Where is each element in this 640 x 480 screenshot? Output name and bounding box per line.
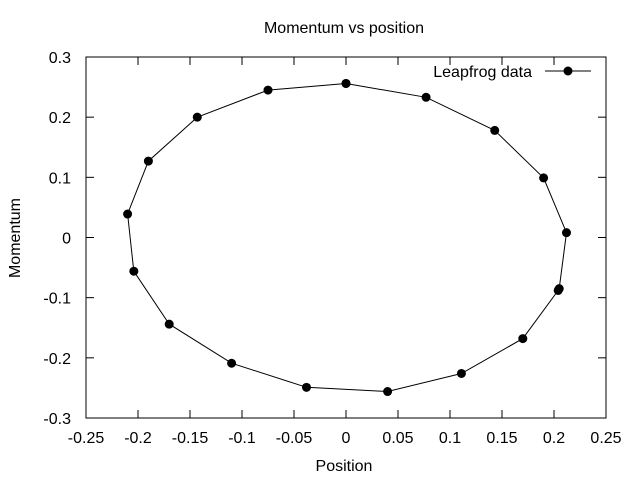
series-layer [123, 78, 571, 397]
data-point [561, 228, 571, 238]
y-tick-label: 0.2 [49, 110, 71, 127]
plot-frame [85, 56, 607, 419]
y-tick-label: -0.3 [43, 411, 71, 428]
data-point [129, 266, 139, 276]
x-tick-label: -0.15 [172, 430, 209, 447]
legend-label: Leapfrog data [433, 64, 532, 81]
data-point [301, 382, 311, 392]
data-point [227, 358, 237, 368]
data-point [123, 209, 133, 219]
series-line [127, 83, 568, 393]
y-axis-label: Momentum [7, 198, 24, 278]
data-point [341, 78, 351, 88]
x-tick-label: 0.2 [543, 430, 565, 447]
legend: Leapfrog data [433, 64, 591, 81]
x-tick-label: -0.05 [276, 430, 313, 447]
y-tick-label: 0.3 [49, 50, 71, 67]
data-point [164, 319, 174, 329]
x-tick-label: 0.1 [439, 430, 461, 447]
x-tick-label: -0.2 [124, 430, 152, 447]
y-tick-label: 0.1 [49, 170, 71, 187]
data-point [539, 173, 549, 183]
data-point [383, 387, 393, 397]
data-point [192, 112, 202, 122]
data-point [490, 125, 500, 135]
x-tick-label: 0.15 [486, 430, 517, 447]
data-point [518, 334, 528, 344]
x-tick-label: -0.1 [228, 430, 256, 447]
x-tick-label: 0 [342, 430, 351, 447]
data-point [263, 85, 273, 95]
x-axis-label: Position [316, 458, 373, 475]
y-tick-label: 0 [62, 231, 71, 248]
x-tick-label: 0.25 [590, 430, 621, 447]
y-tick-label: -0.1 [43, 291, 71, 308]
data-point [421, 92, 431, 102]
data-point [553, 285, 563, 295]
chart-title: Momentum vs position [264, 20, 424, 37]
x-tick-label: -0.25 [68, 430, 105, 447]
data-point [143, 156, 153, 166]
legend-marker [563, 66, 573, 76]
data-point [456, 368, 466, 378]
y-tick-label: -0.2 [43, 351, 71, 368]
axes: -0.25 -0.2 -0.15 -0.1 -0.05 0 0.05 0.1 0.15 0.2 0.… [43, 50, 621, 447]
x-tick-label: 0.05 [382, 430, 413, 447]
